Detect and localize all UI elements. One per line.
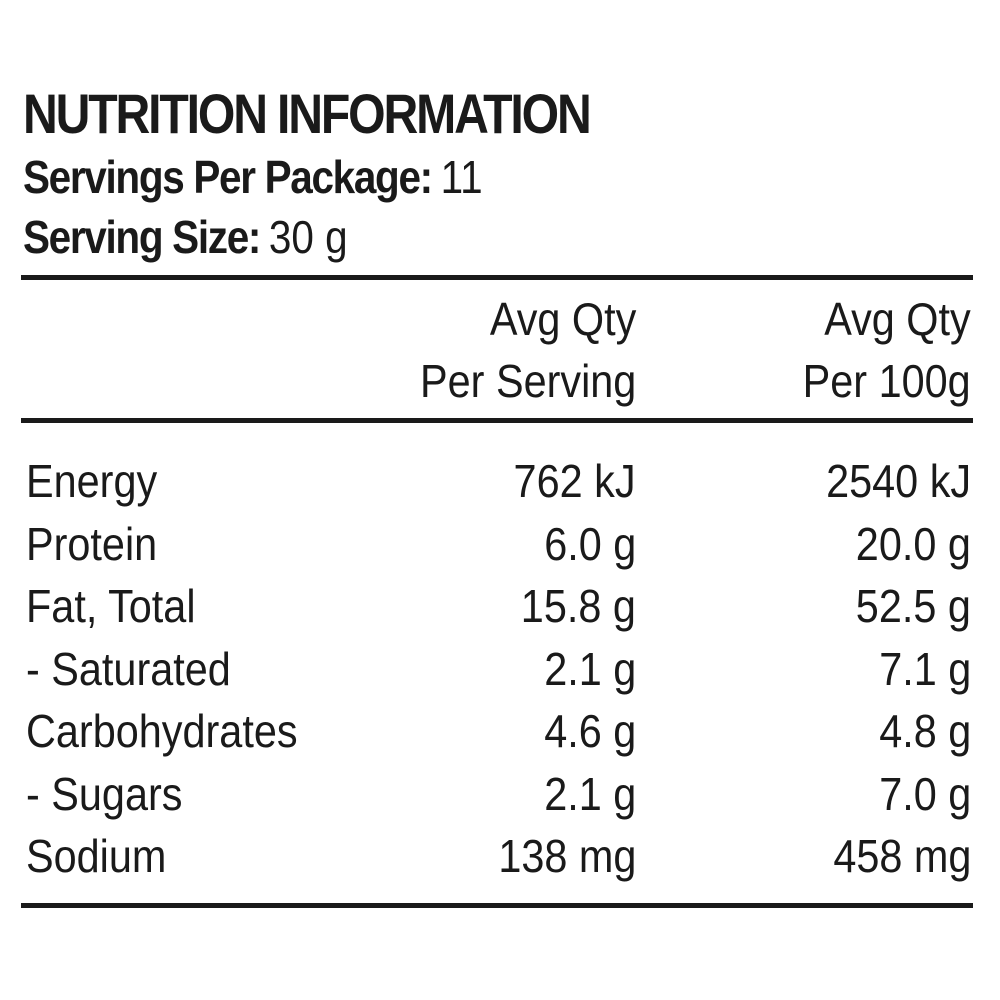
- divider-header: [21, 418, 973, 423]
- table-row-energy: Energy 762 kJ 2540 kJ: [21, 450, 973, 513]
- servings-per-package-label: Servings Per Package:: [23, 151, 433, 203]
- table-row-protein: Protein 6.0 g 20.0 g: [21, 513, 973, 576]
- servings-per-package-value: 11: [440, 151, 483, 203]
- per-serving-value: 6.0 g: [543, 517, 636, 570]
- per-serving-value: 762 kJ: [514, 455, 636, 507]
- servings-per-package: Servings Per Package: 11: [23, 150, 483, 204]
- per-serving-value: 4.6 g: [543, 705, 636, 757]
- table-row-sodium: Sodium 138 mg 458 mg: [21, 825, 973, 888]
- table-row-carbohydrates: Carbohydrates 4.6 g 4.8 g: [21, 700, 973, 763]
- per-100g-value: 52.5 g: [855, 580, 971, 632]
- divider-top: [21, 275, 973, 280]
- per-100g-value: 7.0 g: [878, 767, 971, 820]
- column-header-line1: Avg Qty: [824, 293, 971, 345]
- nutrient-table-body: Energy 762 kJ 2540 kJ Protein 6.0 g 20.0…: [21, 450, 973, 888]
- serving-size-value: 30 g: [268, 211, 348, 263]
- nutrient-name: Fat, Total: [26, 580, 196, 632]
- serving-size: Serving Size: 30 g: [23, 210, 348, 264]
- nutrition-panel: NUTRITION INFORMATION Servings Per Packa…: [21, 0, 973, 1000]
- per-100g-value: 458 mg: [832, 830, 971, 882]
- table-row-saturated: - Saturated 2.1 g 7.1 g: [21, 638, 973, 701]
- column-header-line1: Avg Qty: [489, 293, 636, 345]
- panel-title: NUTRITION INFORMATION: [23, 82, 592, 145]
- column-header-per-100g: Avg Qty Per 100g: [803, 288, 971, 412]
- divider-bottom: [21, 903, 973, 908]
- column-header-line2: Per Serving: [419, 355, 636, 407]
- column-header-line2: Per 100g: [802, 355, 971, 407]
- nutrient-name: Carbohydrates: [26, 705, 298, 757]
- per-100g-value: 20.0 g: [855, 517, 971, 570]
- per-100g-value: 2540 kJ: [825, 455, 971, 507]
- per-100g-value: 7.1 g: [878, 642, 971, 695]
- per-100g-value: 4.8 g: [878, 705, 971, 757]
- table-row-fat-total: Fat, Total 15.8 g 52.5 g: [21, 575, 973, 638]
- nutrient-name: Energy: [26, 455, 158, 507]
- table-row-sugars: - Sugars 2.1 g 7.0 g: [21, 763, 973, 826]
- per-serving-value: 2.1 g: [543, 767, 636, 820]
- serving-size-label: Serving Size:: [23, 211, 261, 263]
- per-serving-value: 138 mg: [497, 830, 636, 882]
- column-header-per-serving: Avg Qty Per Serving: [420, 288, 636, 412]
- nutrient-name: Protein: [26, 517, 158, 570]
- per-serving-value: 15.8 g: [520, 580, 636, 632]
- nutrient-name: - Sugars: [26, 767, 183, 820]
- nutrient-name: Sodium: [26, 830, 167, 882]
- per-serving-value: 2.1 g: [543, 642, 636, 695]
- nutrient-name: - Saturated: [26, 642, 231, 695]
